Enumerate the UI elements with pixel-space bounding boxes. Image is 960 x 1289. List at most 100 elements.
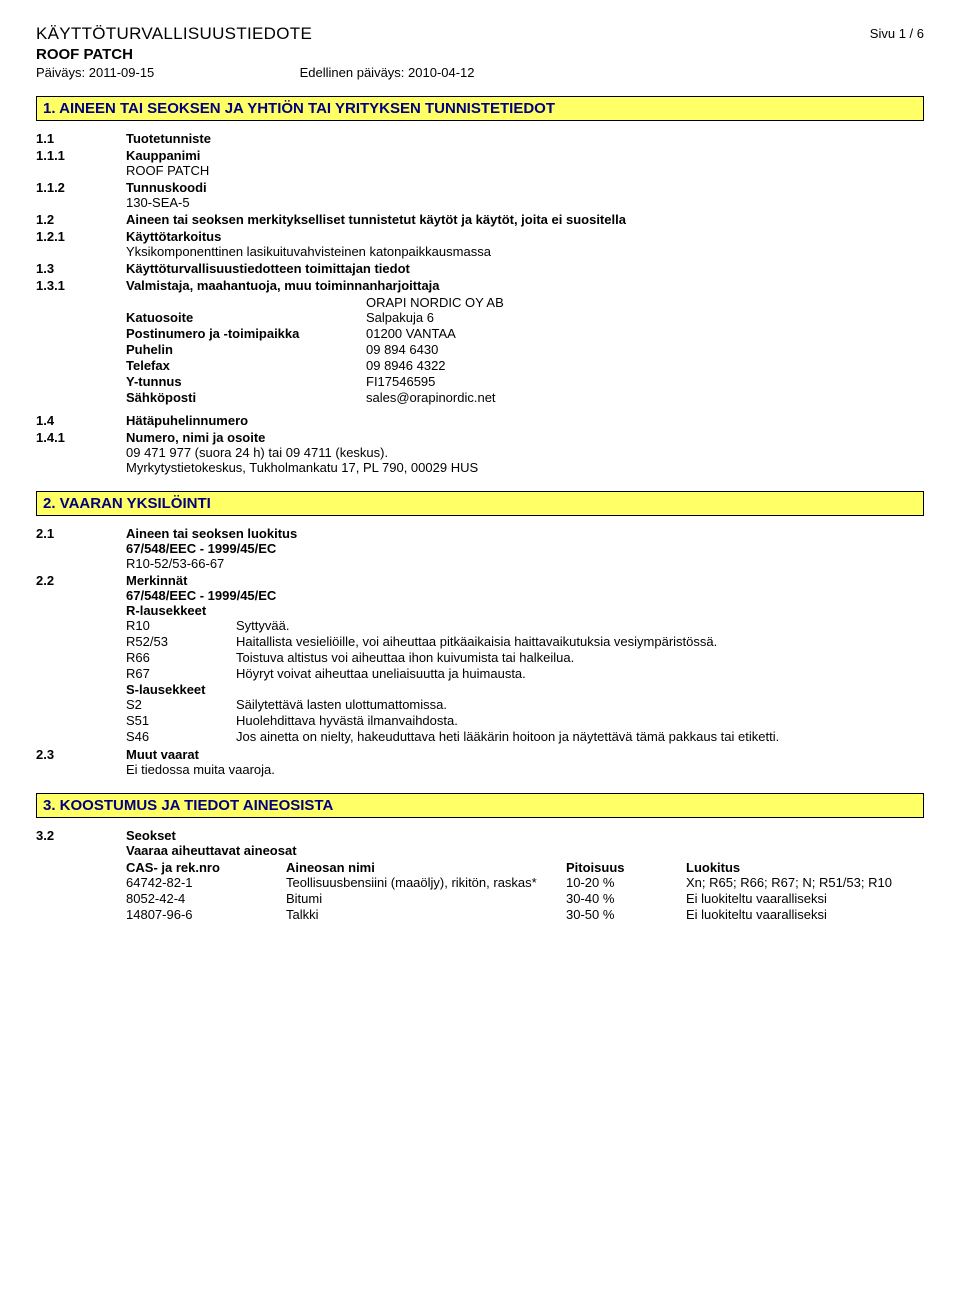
v: FI17546595 [366,374,924,389]
phrase-text: Säilytettävä lasten ulottumattomissa. [236,697,924,712]
label: Hätäpuhelinnumero [126,413,924,428]
conc: 30-50 % [566,907,686,922]
h-conc: Pitoisuus [566,860,686,875]
document-header: KÄYTTÖTURVALLISUUSTIEDOTE ROOF PATCH Päi… [36,24,924,80]
row-3-2: 3.2 Seokset Vaaraa aiheuttavat aineosat … [36,828,924,923]
label: Käyttötarkoitus [126,229,924,244]
class: Ei luokiteltu vaaralliseksi [686,907,924,922]
label: Muut vaarat [126,747,924,762]
row-1-4-1: 1.4.1 Numero, nimi ja osoite 09 471 977 … [36,430,924,475]
v: Salpakuja 6 [366,310,924,325]
num: 1.3.1 [36,278,126,293]
h-cas: CAS- ja rek.nro [126,860,286,875]
label: Numero, nimi ja osoite [126,430,924,445]
row-1-2: 1.2 Aineen tai seoksen merkitykselliset … [36,212,924,227]
k: Y-tunnus [126,374,366,389]
v: 01200 VANTAA [366,326,924,341]
row-2-2: 2.2 Merkinnät 67/548/EEC - 1999/45/EC R-… [36,573,924,745]
num: 1.3 [36,261,126,276]
k: Postinumero ja -toimipaikka [126,326,366,341]
label: Merkinnät [126,573,924,588]
value: ROOF PATCH [126,163,924,178]
v: 09 894 6430 [366,342,924,357]
phrase-code: S51 [126,713,236,728]
phrase-text: Toistuva altistus voi aiheuttaa ihon kui… [236,650,924,665]
section-3-header: 3. KOOSTUMUS JA TIEDOT AINEOSISTA [36,793,924,818]
prev-date-label: Edellinen päiväys: 2010-04-12 [300,65,475,80]
label: Valmistaja, maahantuoja, muu toiminnanha… [126,278,924,293]
section-2-header: 2. VAARAN YKSILÖINTI [36,491,924,516]
k: Sähköposti [126,390,366,405]
l2: 67/548/EEC - 1999/45/EC [126,588,924,603]
phrase-code: R67 [126,666,236,681]
row-1-3-1: 1.3.1 Valmistaja, maahantuoja, muu toimi… [36,278,924,293]
num: 1.2 [36,212,126,227]
phrase-text: Haitallista vesieliöille, voi aiheuttaa … [236,634,924,649]
row-1-1: 1.1 Tuotetunniste [36,131,924,146]
class: Ei luokiteltu vaaralliseksi [686,891,924,906]
conc: 30-40 % [566,891,686,906]
cas: 64742-82-1 [126,875,286,890]
ingredients-header: CAS- ja rek.nro Aineosan nimi Pitoisuus … [126,860,924,875]
date-label: Päiväys: 2011-09-15 [36,65,296,80]
v: 09 8946 4322 [366,358,924,373]
phrase-row: S51Huolehdittava hyvästä ilmanvaihdosta. [126,713,924,728]
row-1-3: 1.3 Käyttöturvallisuustiedotteen toimitt… [36,261,924,276]
ingredient-row: 8052-42-4Bitumi30-40 %Ei luokiteltu vaar… [126,891,924,906]
k: Katuosoite [126,310,366,325]
phrase-code: R52/53 [126,634,236,649]
value: Ei tiedossa muita vaaroja. [126,762,924,777]
l3: R10-52/53-66-67 [126,556,924,571]
num: 1.2.1 [36,229,126,259]
ingredients-rows: 64742-82-1Teollisuusbensiini (maaöljy), … [126,875,924,922]
num: 1.1.1 [36,148,126,178]
name: Talkki [286,907,566,922]
ingredient-row: 64742-82-1Teollisuusbensiini (maaöljy), … [126,875,924,890]
k: Puhelin [126,342,366,357]
label: Kauppanimi [126,148,924,163]
num: 1.1.2 [36,180,126,210]
v: sales@orapinordic.net [366,390,924,405]
phrase-text: Höyryt voivat aiheuttaa uneliaisuutta ja… [236,666,924,681]
phrase-row: R67Höyryt voivat aiheuttaa uneliaisuutta… [126,666,924,681]
phrase-row: R66Toistuva altistus voi aiheuttaa ihon … [126,650,924,665]
r-phrases-label: R-lausekkeet [126,603,924,618]
label: Tunnuskoodi [126,180,924,195]
phrase-code: R10 [126,618,236,633]
class: Xn; R65; R66; R67; N; R51/53; R10 [686,875,924,890]
s-phrases-list: S2Säilytettävä lasten ulottumattomissa.S… [126,697,924,744]
r-phrases-list: R10Syttyvää.R52/53Haitallista vesieliöil… [126,618,924,681]
conc: 10-20 % [566,875,686,890]
company-details: KatuosoiteSalpakuja 6 Postinumero ja -to… [126,310,924,405]
num: 3.2 [36,828,126,923]
s-phrases-label: S-lausekkeet [126,682,924,697]
row-1-1-1: 1.1.1 Kauppanimi ROOF PATCH [36,148,924,178]
num: 1.1 [36,131,126,146]
cas: 8052-42-4 [126,891,286,906]
name: Bitumi [286,891,566,906]
value1: 09 471 977 (suora 24 h) tai 09 4711 (kes… [126,445,924,460]
label: Tuotetunniste [126,131,924,146]
phrase-row: R52/53Haitallista vesieliöille, voi aihe… [126,634,924,649]
phrase-row: R10Syttyvää. [126,618,924,633]
row-1-2-1: 1.2.1 Käyttötarkoitus Yksikomponenttinen… [36,229,924,259]
row-1-1-2: 1.1.2 Tunnuskoodi 130-SEA-5 [36,180,924,210]
num: 2.1 [36,526,126,571]
num: 2.3 [36,747,126,777]
label: Käyttöturvallisuustiedotteen toimittajan… [126,261,924,276]
row-2-3: 2.3 Muut vaarat Ei tiedossa muita vaaroj… [36,747,924,777]
num: 2.2 [36,573,126,745]
l2: 67/548/EEC - 1999/45/EC [126,541,924,556]
company-name: ORAPI NORDIC OY AB [366,295,924,310]
phrase-row: S46Jos ainetta on nielty, hakeuduttava h… [126,729,924,744]
label: Seokset [126,828,924,843]
label: Aineen tai seoksen merkitykselliset tunn… [126,212,924,227]
value: 130-SEA-5 [126,195,924,210]
phrase-text: Jos ainetta on nielty, hakeuduttava heti… [236,729,924,744]
section-1-header: 1. AINEEN TAI SEOKSEN JA YHTIÖN TAI YRIT… [36,96,924,121]
sub: Vaaraa aiheuttavat aineosat [126,843,924,858]
phrase-text: Syttyvää. [236,618,924,633]
value2: Myrkytystietokeskus, Tukholmankatu 17, P… [126,460,924,475]
h-name: Aineosan nimi [286,860,566,875]
phrase-row: S2Säilytettävä lasten ulottumattomissa. [126,697,924,712]
